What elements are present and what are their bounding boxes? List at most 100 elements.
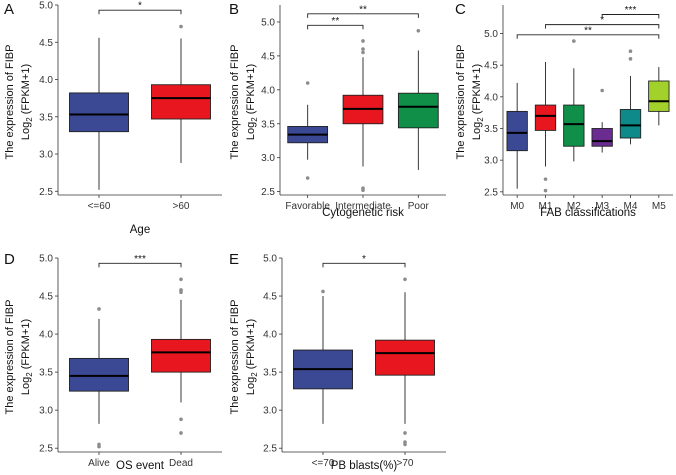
significance-label: ** [584,25,592,36]
x-tick-label: >70 [397,458,414,469]
y-axis-title-line1: The expression of FIBP [4,300,16,415]
y-tick-label: 2.5 [263,444,277,455]
outlier-point [600,88,604,93]
y-tick-label: 4.5 [484,61,498,72]
y-tick-label: 4.5 [263,292,277,303]
significance-label: * [138,1,142,12]
x-axis-title: Age [130,224,150,236]
y-tick-label: 3.5 [39,368,53,379]
significance-bracket: *** [601,5,660,19]
panel-letter: C [455,1,466,18]
y-tick-label: 5.0 [484,29,498,40]
x-tick-label: Dead [169,458,193,469]
iqr-box [619,109,642,139]
significance-label: * [362,254,366,265]
outlier-point [179,431,183,435]
box--70 [375,277,435,447]
box-dead [151,277,211,435]
x-tick-label: Intermediate [335,201,391,212]
x-tick-label: <=60 [88,201,111,212]
y-axis-title-line1: The expression of FIBP [229,45,241,160]
y-axis-title-line2: Log2 (FPKM+1) [245,319,259,395]
x-axis-title: FAB classifications [540,207,636,219]
y-tick-label: 3.0 [484,156,498,167]
x-tick-label: M2 [567,201,581,212]
iqr-box [506,110,528,152]
box-m0 [506,82,528,189]
outlier-point [403,277,407,282]
bracket-line [98,9,182,15]
bracket-line [307,13,419,18]
y-tick-label: 4.0 [261,85,275,96]
outlier-point [305,81,310,85]
box-favorable [287,81,329,180]
outlier-point [403,442,407,447]
significance-label: * [600,15,604,26]
panel-e: E 2.5 3.0 3.5 4.0 4.5 5.0 The expression of FIB… [229,251,446,472]
x-tick-label: M4 [624,201,638,212]
y-tick-label: 3.5 [484,124,498,135]
iqr-box [151,84,211,120]
y-tick-label: 3.0 [39,406,53,417]
y-tick-label: 4.0 [39,330,53,341]
iqr-box [69,357,129,392]
significance-bracket: *** [98,254,182,268]
outlier-point [361,47,365,51]
x-tick-label: Poor [408,201,430,212]
outlier-point [179,277,183,282]
x-tick-label: M3 [595,201,609,212]
outlier-point [416,28,421,33]
box-alive [69,307,129,449]
significance-bracket: * [98,1,182,15]
panel-letter: B [229,1,239,18]
iqr-box [375,339,435,376]
panel-letter: A [4,1,14,18]
x-axis-title: Cytogenetic risk [322,207,404,219]
y-tick-label: 5.0 [39,1,53,12]
outlier-point [179,288,183,292]
x-tick-label: <=70 [312,458,335,469]
outlier-point [572,39,576,43]
panel-letter: E [229,251,239,268]
y-axis-title-line1: The expression of FIBP [229,300,241,415]
y-tick-label: 4.0 [39,75,53,86]
iqr-box [151,338,211,373]
outlier-point [361,39,365,43]
significance-label: ** [331,16,339,27]
outlier-point [179,24,183,29]
box--60 [151,24,211,163]
y-tick-label: 3.5 [39,112,53,123]
bracket-line [98,262,182,268]
iqr-box [591,128,613,147]
box-poor [397,28,439,170]
box--60 [69,37,129,190]
y-tick-label: 5.0 [263,254,277,265]
y-tick-label: 3.0 [263,406,277,417]
y-tick-label: 5.0 [39,254,53,265]
significance-label: ** [359,4,367,15]
y-tick-label: 2.5 [484,187,498,198]
significance-bracket: ** [307,16,364,30]
y-axis-title-line2: Log2 (FPKM+1) [471,64,485,140]
box-m1 [534,62,557,193]
y-tick-label: 5.0 [261,17,275,28]
y-axis-title-line1: The expression of FIBP [455,45,467,160]
y-tick-label: 2.5 [39,187,53,198]
bracket-line [545,24,660,29]
outlier-point [361,50,365,55]
box-m3 [591,88,613,153]
y-tick-label: 3.5 [263,368,277,379]
outlier-point [628,49,633,54]
box--70 [293,289,353,424]
significance-label: *** [625,5,637,16]
panel-c: C 2.5 3.0 3.5 4.0 4.5 5.0 The expression of FIB… [455,1,673,219]
outlier-point [97,307,101,311]
y-tick-label: 2.5 [39,444,53,455]
significance-bracket: ** [516,25,660,39]
y-axis-title-line2: Log2 (FPKM+1) [20,319,34,395]
x-tick-label: M5 [652,201,666,212]
iqr-box [69,92,129,133]
y-tick-label: 4.0 [263,330,277,341]
outlier-point [361,188,365,193]
